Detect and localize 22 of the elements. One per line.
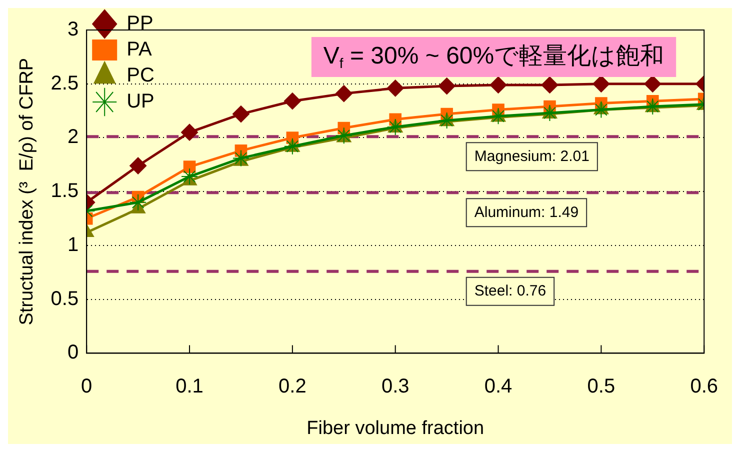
y-tick-label: 2.5	[50, 72, 79, 94]
x-tick-label: 0.5	[587, 376, 616, 398]
legend-label: PP	[126, 12, 154, 35]
y-tick-label: 0	[67, 342, 79, 364]
legend-label: UP	[126, 90, 154, 113]
x-tick-label: 0.3	[381, 376, 410, 398]
y-tick-label: 0.5	[50, 288, 79, 310]
y-tick-label: 3	[67, 18, 79, 41]
y-tick-label: 1	[67, 234, 79, 256]
legend-label: PA	[126, 38, 152, 61]
ref-line-label: Magnesium: 2.01	[474, 148, 590, 165]
ref-line-label: Aluminum: 1.49	[474, 204, 579, 221]
x-axis-title: Fiber volume fraction	[306, 418, 484, 439]
legend-label: PC	[126, 64, 154, 87]
x-tick-label: 0.2	[278, 376, 306, 398]
x-tick-label: 0.1	[176, 376, 204, 398]
ref-line-label: Steel: 0.76	[474, 282, 546, 300]
y-tick-label: 2	[67, 126, 79, 148]
y-tick-label: 1.5	[50, 180, 79, 202]
y-axis-title: Structual index (³ E/ρ) of CFRP	[16, 58, 38, 326]
x-tick-label: 0.6	[690, 376, 718, 398]
x-tick-label: 0.4	[484, 376, 512, 398]
